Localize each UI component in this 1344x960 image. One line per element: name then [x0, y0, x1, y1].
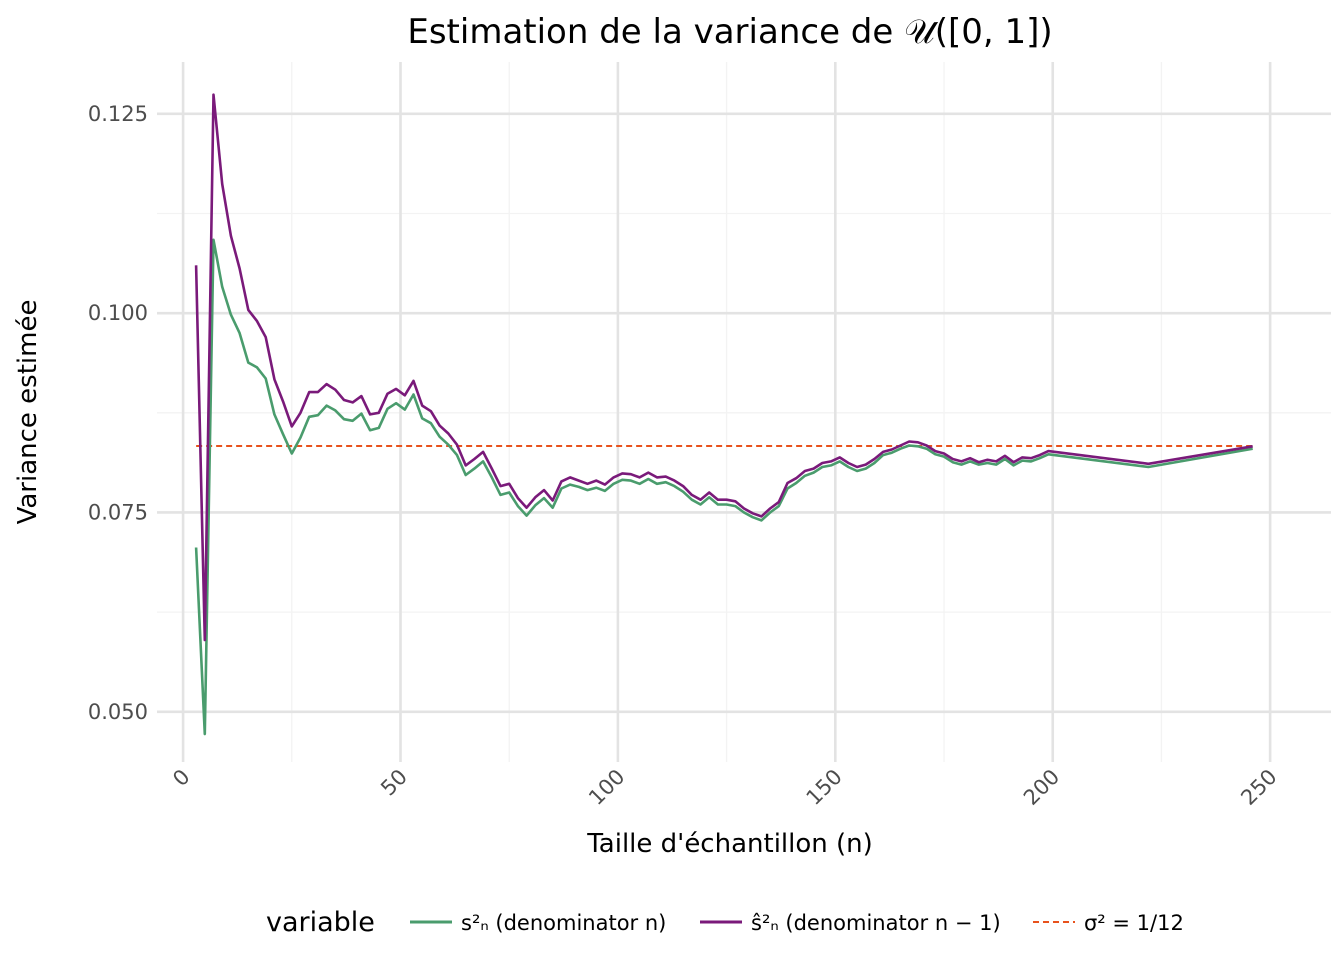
- x-tick-label: 100: [584, 765, 629, 810]
- y-tick-label: 0.050: [88, 700, 148, 724]
- y-axis-title: Variance estimée: [13, 300, 43, 525]
- y-tick-labels: 0.050 0.075 0.100 0.125: [88, 102, 148, 724]
- chart-title: Estimation de la variance de 𝒰([0, 1]): [407, 12, 1052, 52]
- x-tick-label: 50: [376, 765, 412, 801]
- x-tick-label: 150: [802, 765, 847, 810]
- minor-gridlines: [157, 62, 1331, 762]
- x-tick-label: 0: [168, 765, 194, 791]
- y-tick-label: 0.075: [88, 500, 148, 524]
- legend-title: variable: [266, 907, 375, 938]
- x-tick-label: 200: [1019, 765, 1064, 810]
- legend-label-s-n: s²ₙ (denominator n): [461, 911, 666, 935]
- y-tick-label: 0.100: [88, 301, 148, 325]
- series-line-s-hat-n: [194, 93, 1253, 642]
- x-tick-labels: 0 50 100 150 200 250: [168, 765, 1281, 810]
- legend-label-reference: σ² = 1/12: [1084, 911, 1184, 935]
- series-line-s-n: [194, 238, 1253, 736]
- legend-label-s-hat-n: ŝ²ₙ (denominator n − 1): [751, 911, 1001, 935]
- x-tick-label: 250: [1236, 765, 1281, 810]
- major-gridlines: [157, 62, 1331, 762]
- y-tick-label: 0.125: [88, 102, 148, 126]
- series-layer: [194, 93, 1253, 736]
- x-axis-title: Taille d'échantillon (n): [586, 829, 873, 859]
- legend: variable s²ₙ (denominator n) ŝ²ₙ (denomi…: [266, 907, 1184, 938]
